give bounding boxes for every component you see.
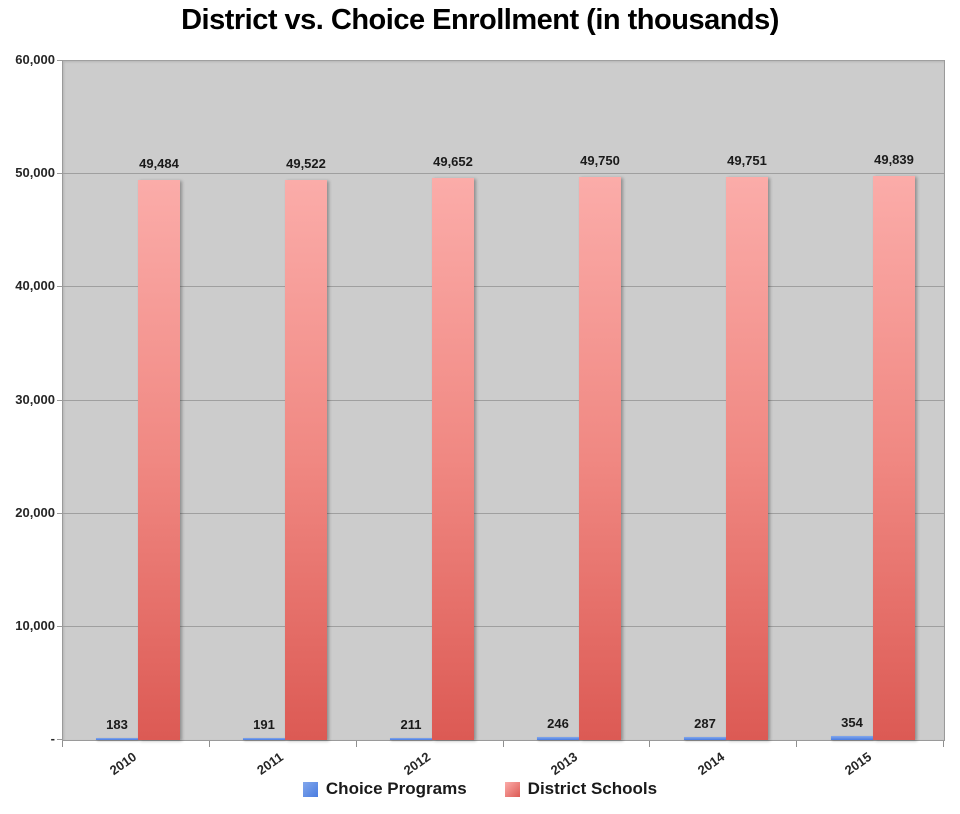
gridline <box>63 173 944 175</box>
district-schools-swatch-icon <box>504 781 520 797</box>
plot-area: 183 49,484 191 49,522 211 49,652 246 49,750 287 4… <box>62 60 945 741</box>
y-axis-tick <box>57 625 62 627</box>
y-axis-tick <box>57 286 62 288</box>
gridline <box>63 512 944 514</box>
y-axis-tick-label: - <box>50 731 55 746</box>
value-label-district-2015: 49,839 <box>874 152 914 167</box>
choice-programs-swatch-icon <box>302 781 318 797</box>
bar-district-schools-2015 <box>873 176 915 740</box>
y-axis-tick-label: 30,000 <box>15 391 55 407</box>
chart-title: District vs. Choice Enrollment (in thous… <box>181 4 779 36</box>
y-axis-tick <box>57 399 62 401</box>
bar-district-schools-2010 <box>138 180 180 740</box>
gridline <box>63 286 944 288</box>
bar-district-schools-2014 <box>726 177 768 740</box>
x-axis-tick <box>208 741 210 747</box>
bar-choice-programs-2015 <box>831 736 873 740</box>
value-label-choice-2011: 191 <box>253 717 275 732</box>
gridline <box>63 625 944 627</box>
bar-choice-programs-2013 <box>537 737 579 740</box>
value-label-district-2011: 49,522 <box>286 156 326 171</box>
bar-choice-programs-2012 <box>390 738 432 740</box>
bar-district-schools-2013 <box>579 177 621 740</box>
bar-district-schools-2011 <box>285 180 327 740</box>
gridline <box>63 60 944 61</box>
legend-label-choice-programs: Choice Programs <box>325 779 467 798</box>
value-label-choice-2013: 246 <box>547 716 569 731</box>
y-axis-tick <box>57 512 62 514</box>
bar-choice-programs-2011 <box>243 738 285 740</box>
value-label-choice-2012: 211 <box>400 717 422 732</box>
x-axis-tick <box>648 741 650 747</box>
bar-choice-programs-2010 <box>96 738 138 740</box>
value-label-district-2014: 49,751 <box>727 153 767 168</box>
x-axis-tick <box>61 741 63 747</box>
x-axis-tick <box>942 741 944 747</box>
legend: Choice Programs District Schools <box>0 779 960 799</box>
legend-item-district-schools: District Schools <box>504 779 658 799</box>
bar-district-schools-2012 <box>432 178 474 740</box>
x-axis-tick <box>355 741 357 747</box>
value-label-district-2010: 49,484 <box>139 156 179 171</box>
value-label-choice-2015: 354 <box>841 715 863 730</box>
value-label-choice-2010: 183 <box>106 717 128 732</box>
y-axis-tick-label: 20,000 <box>15 504 55 520</box>
y-axis-tick-label: 50,000 <box>15 165 55 181</box>
y-axis-tick <box>57 739 62 740</box>
legend-item-choice-programs: Choice Programs <box>302 779 467 799</box>
gridline <box>63 399 944 401</box>
y-axis-tick-label: 40,000 <box>15 278 55 294</box>
bar-choice-programs-2014 <box>684 737 726 740</box>
x-axis-tick <box>795 741 797 747</box>
value-label-choice-2014: 287 <box>694 716 716 731</box>
legend-label-district-schools: District Schools <box>527 779 658 798</box>
y-axis-tick <box>57 60 62 61</box>
y-axis-tick-label: 10,000 <box>15 617 55 633</box>
y-axis-tick-label: 60,000 <box>15 52 55 67</box>
y-axis-tick <box>57 173 62 175</box>
value-label-district-2012: 49,652 <box>433 154 473 169</box>
value-label-district-2013: 49,750 <box>580 153 620 168</box>
x-axis-tick <box>502 741 504 747</box>
